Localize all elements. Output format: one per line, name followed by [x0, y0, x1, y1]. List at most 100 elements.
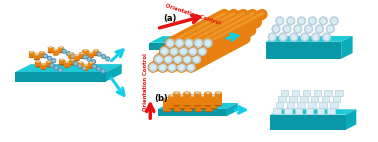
Circle shape	[281, 35, 285, 39]
Ellipse shape	[201, 95, 205, 97]
Ellipse shape	[35, 60, 41, 63]
Ellipse shape	[177, 98, 179, 99]
Ellipse shape	[173, 91, 180, 94]
Ellipse shape	[71, 59, 73, 60]
Ellipse shape	[206, 92, 210, 94]
Circle shape	[53, 60, 55, 62]
Polygon shape	[204, 93, 212, 105]
Circle shape	[43, 54, 47, 58]
Ellipse shape	[194, 91, 201, 94]
Circle shape	[74, 63, 76, 64]
Ellipse shape	[39, 56, 45, 58]
Ellipse shape	[59, 63, 65, 66]
Circle shape	[50, 64, 54, 67]
Circle shape	[312, 33, 320, 41]
Ellipse shape	[166, 98, 168, 99]
Ellipse shape	[210, 106, 217, 109]
Circle shape	[204, 39, 212, 47]
Polygon shape	[39, 52, 45, 57]
Polygon shape	[46, 62, 52, 66]
Ellipse shape	[79, 57, 85, 59]
Polygon shape	[88, 63, 94, 67]
Ellipse shape	[58, 46, 64, 49]
Ellipse shape	[171, 95, 173, 96]
Circle shape	[97, 52, 101, 56]
Ellipse shape	[69, 59, 75, 61]
Polygon shape	[68, 53, 74, 58]
Ellipse shape	[189, 94, 197, 97]
Circle shape	[168, 41, 172, 46]
Text: Orientation Control: Orientation Control	[143, 53, 148, 111]
Circle shape	[79, 65, 81, 67]
Polygon shape	[266, 36, 353, 42]
Polygon shape	[335, 90, 343, 96]
Polygon shape	[184, 99, 192, 111]
Ellipse shape	[59, 47, 62, 48]
Circle shape	[291, 35, 296, 39]
Ellipse shape	[217, 92, 220, 93]
Circle shape	[189, 47, 197, 55]
Ellipse shape	[204, 104, 212, 107]
Ellipse shape	[181, 95, 183, 96]
Circle shape	[59, 69, 61, 71]
Circle shape	[67, 52, 70, 56]
Polygon shape	[292, 90, 299, 96]
Polygon shape	[330, 102, 338, 108]
Circle shape	[175, 57, 180, 62]
Ellipse shape	[88, 52, 94, 54]
Polygon shape	[178, 96, 186, 108]
Circle shape	[288, 19, 293, 23]
Circle shape	[285, 27, 289, 31]
Ellipse shape	[183, 91, 191, 94]
Circle shape	[195, 39, 203, 47]
Circle shape	[168, 63, 176, 71]
Ellipse shape	[53, 53, 59, 56]
Text: (b): (b)	[154, 94, 168, 103]
Polygon shape	[183, 93, 191, 105]
Circle shape	[274, 27, 278, 31]
Polygon shape	[200, 96, 207, 108]
Circle shape	[162, 49, 167, 54]
Circle shape	[78, 64, 82, 68]
Ellipse shape	[79, 52, 85, 54]
Ellipse shape	[170, 95, 174, 97]
Ellipse shape	[61, 59, 63, 60]
Polygon shape	[15, 72, 106, 82]
Circle shape	[93, 65, 95, 67]
Polygon shape	[210, 96, 217, 108]
Circle shape	[322, 33, 330, 41]
Circle shape	[91, 60, 95, 64]
Ellipse shape	[90, 52, 91, 53]
Ellipse shape	[187, 98, 189, 99]
Circle shape	[151, 65, 155, 70]
Ellipse shape	[197, 98, 201, 99]
Circle shape	[160, 65, 165, 70]
Ellipse shape	[53, 49, 59, 51]
Circle shape	[299, 19, 304, 23]
Circle shape	[93, 61, 94, 63]
Polygon shape	[297, 102, 305, 108]
Ellipse shape	[204, 91, 212, 94]
Ellipse shape	[184, 109, 192, 112]
Ellipse shape	[163, 97, 171, 100]
Ellipse shape	[39, 51, 45, 53]
Ellipse shape	[200, 94, 207, 97]
Circle shape	[170, 47, 178, 55]
Polygon shape	[341, 36, 353, 59]
Ellipse shape	[80, 53, 83, 54]
Ellipse shape	[60, 59, 64, 60]
Ellipse shape	[178, 94, 186, 97]
Polygon shape	[29, 52, 35, 57]
Circle shape	[82, 66, 86, 70]
Polygon shape	[79, 53, 85, 58]
Ellipse shape	[37, 61, 39, 62]
Ellipse shape	[95, 50, 97, 51]
Circle shape	[84, 56, 86, 58]
Ellipse shape	[195, 97, 202, 100]
Ellipse shape	[71, 59, 74, 60]
Circle shape	[156, 57, 161, 62]
Circle shape	[98, 68, 100, 70]
Polygon shape	[106, 64, 122, 82]
Circle shape	[270, 35, 274, 39]
Polygon shape	[317, 108, 324, 114]
